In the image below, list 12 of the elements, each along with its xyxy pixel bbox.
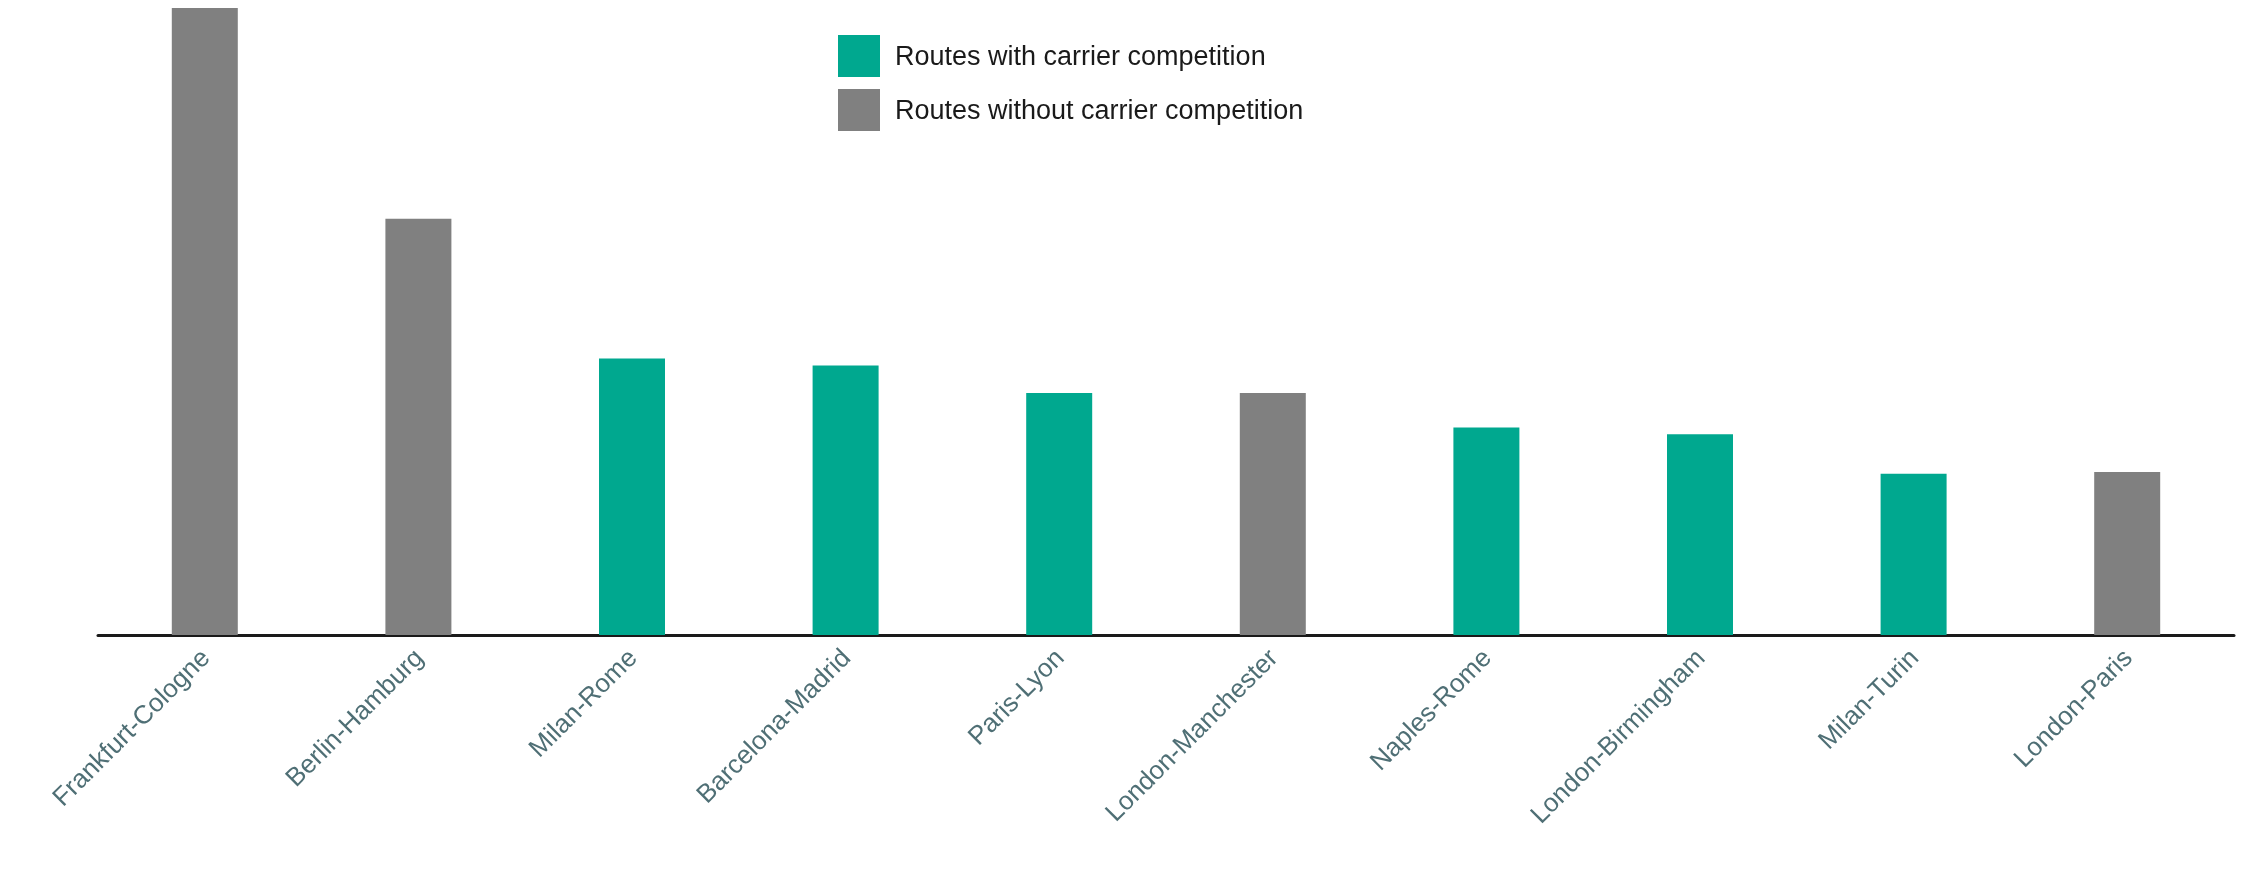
bar <box>385 218 452 635</box>
bar <box>1453 427 1520 635</box>
bar <box>1880 473 1947 635</box>
bar <box>171 8 238 635</box>
bar <box>1026 392 1093 635</box>
bar <box>2094 471 2161 635</box>
bar <box>1239 392 1306 635</box>
bar <box>812 365 879 635</box>
legend-label: Routes with carrier competition <box>895 41 1266 71</box>
bar <box>599 358 665 635</box>
legend-label: Routes without carrier competition <box>895 95 1304 125</box>
bar <box>1667 434 1733 635</box>
